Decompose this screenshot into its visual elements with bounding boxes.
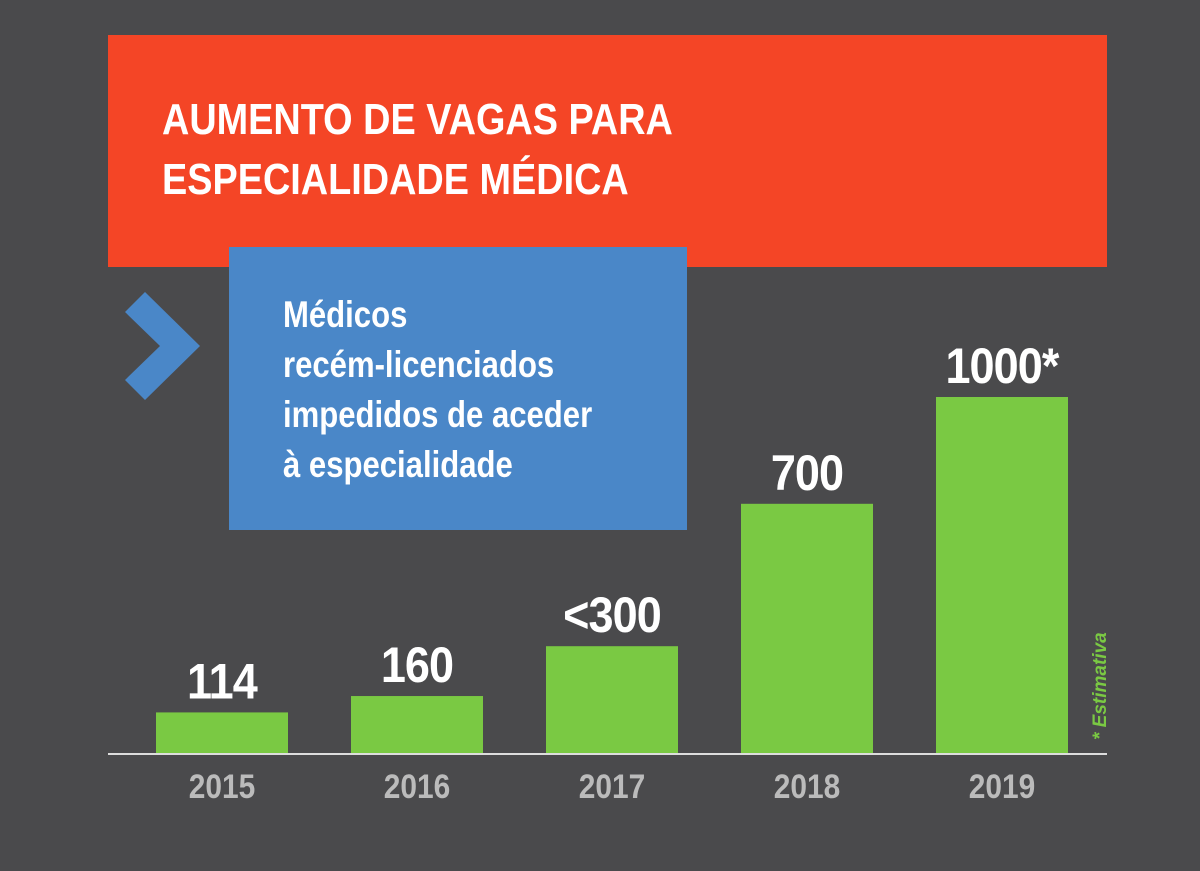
x-tick-label: 2019 — [969, 767, 1036, 805]
data-label: 1000* — [945, 339, 1059, 395]
chevron-right-icon — [125, 292, 200, 400]
title-banner — [108, 35, 1107, 267]
footnote: * Estimativa — [1090, 632, 1111, 740]
subtitle-box — [229, 247, 687, 530]
data-label: <300 — [563, 588, 661, 644]
data-label: 700 — [771, 446, 843, 502]
subtitle-line: impedidos de aceder — [283, 394, 593, 435]
data-label: 114 — [187, 654, 258, 710]
x-tick-label: 2018 — [774, 767, 841, 805]
data-label: 160 — [381, 638, 453, 694]
bar — [351, 696, 483, 753]
subtitle-line: Médicos — [283, 294, 408, 335]
x-tick-label: 2016 — [384, 767, 451, 805]
subtitle-line: recém-licenciados — [283, 344, 555, 385]
title-line: ESPECIALIDADE MÉDICA — [162, 155, 629, 204]
x-tick-label: 2017 — [579, 767, 646, 805]
subtitle-line: à especialidade — [283, 444, 513, 485]
subtitle: Médicos recém-licenciados impedidos de a… — [283, 290, 592, 490]
bar — [741, 503, 873, 753]
x-tick-label: 2015 — [189, 767, 256, 805]
bar — [546, 646, 678, 753]
title-line: AUMENTO DE VAGAS PARA — [162, 95, 673, 144]
bar — [936, 397, 1068, 753]
bar — [156, 712, 288, 753]
chart-title: AUMENTO DE VAGAS PARA ESPECIALIDADE MÉDI… — [162, 90, 673, 210]
